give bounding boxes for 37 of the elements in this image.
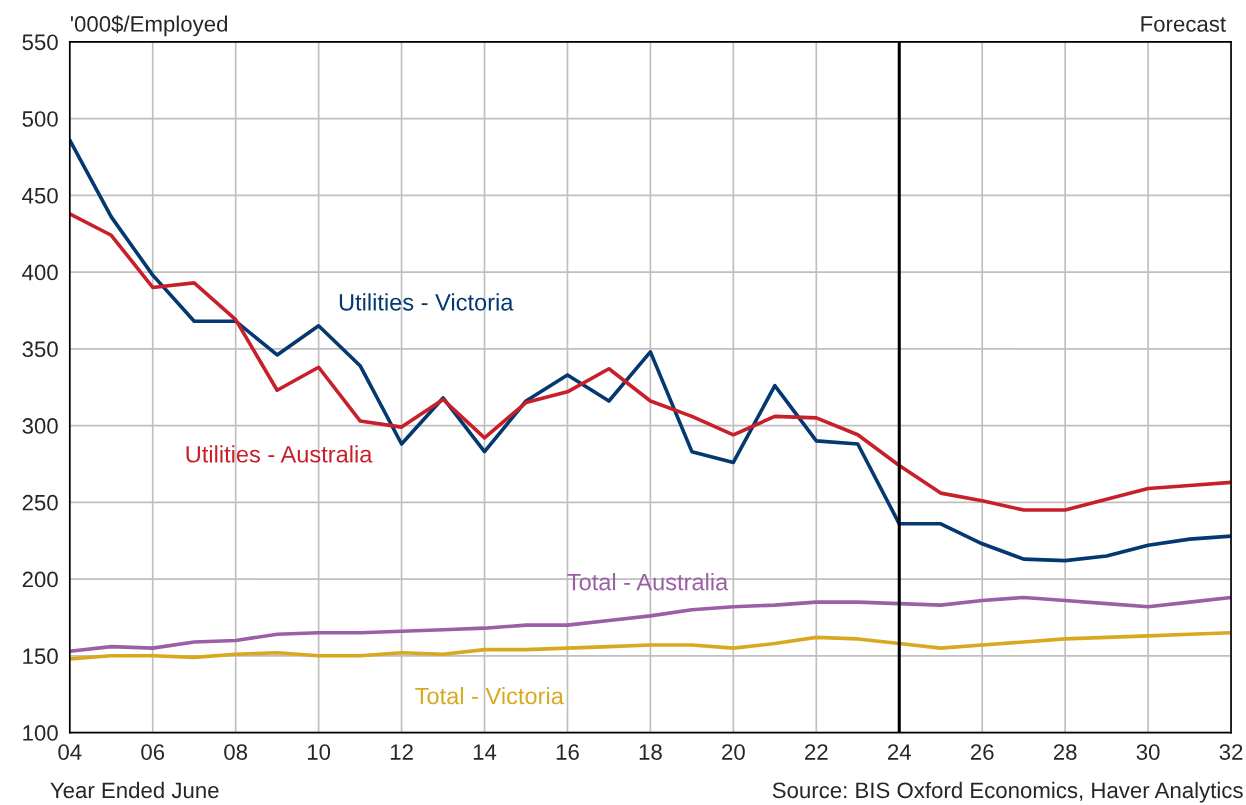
x-tick-label: 22	[805, 744, 828, 760]
x-tick-label: 26	[970, 744, 994, 760]
line-series	[69, 211, 1232, 512]
x-tick-label: 04	[58, 744, 82, 760]
line-series	[69, 630, 1232, 661]
y-tick-label: 350	[22, 341, 58, 358]
y-tick-label: 450	[22, 187, 58, 204]
x-tick-label: 14	[473, 744, 497, 760]
x-tick-label: 30	[1136, 744, 1160, 760]
x-tick-label: 10	[307, 744, 331, 760]
series-label: Utilities - Australia	[186, 445, 373, 463]
source-note: Source: BIS Oxford Economics, Haver Analytics	[772, 781, 1243, 803]
x-tick-label: 06	[141, 744, 165, 760]
x-tick-label: 24	[888, 744, 911, 760]
y-axis-title: '000$/Employed	[70, 15, 228, 37]
series-label: Utilities - Victoria	[339, 293, 514, 311]
text: Forecast	[1141, 16, 1226, 32]
x-tick-label: 12	[390, 744, 413, 760]
x-tick-label: 20	[722, 744, 745, 760]
y-tick-label: 150	[23, 648, 58, 665]
x-tick-label: 32	[1219, 744, 1243, 760]
y-tick-label: 250	[22, 494, 58, 511]
x-axis-title: Year Ended June	[50, 781, 219, 799]
x-tick-label: 08	[224, 744, 248, 760]
y-tick-label: 200	[22, 571, 58, 588]
line-series	[69, 138, 1232, 563]
line-series	[69, 595, 1232, 654]
x-tick-label: 16	[556, 744, 579, 760]
x-tick-label: 18	[639, 744, 662, 760]
y-tick-label: 300	[22, 418, 58, 434]
y-tick-label: 550	[22, 34, 58, 51]
y-tick-label: 500	[22, 111, 58, 127]
x-tick-label: 28	[1053, 744, 1077, 760]
series-label: Total - Victoria	[415, 687, 564, 705]
y-tick-label: 400	[22, 264, 58, 281]
y-tick-label: 100	[23, 725, 58, 741]
series-label: Total - Australia	[567, 573, 729, 591]
